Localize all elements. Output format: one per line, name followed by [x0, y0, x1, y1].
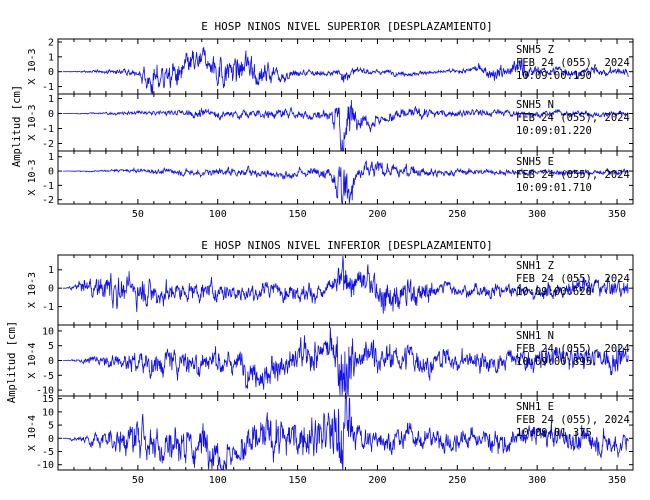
station-label: SNH1 N: [516, 330, 554, 342]
x-tick-label: 250: [448, 475, 466, 486]
top-panel-ylabel: Amplitud [cm]: [11, 85, 23, 167]
x-tick-label: 100: [209, 209, 227, 220]
y-tick-label: 1: [48, 52, 54, 63]
y-tick-label: -5: [42, 371, 54, 382]
y-tick-label: -2: [42, 139, 54, 150]
time-label: 10:09:01.375: [516, 427, 592, 439]
date-label: FEB 24 (055), 2024: [516, 57, 630, 69]
date-label: FEB 24 (055), 2024: [516, 414, 630, 426]
y-tick-label: 2: [48, 37, 54, 48]
y-tick-label: 5: [48, 421, 54, 432]
x-tick-label: 350: [608, 209, 626, 220]
date-label: FEB 24 (055), 2024: [516, 273, 630, 285]
y-scale-label: X 10-3: [27, 48, 38, 84]
x-tick-label: 350: [608, 475, 626, 486]
y-tick-label: 1: [48, 152, 54, 163]
y-tick-label: -10: [36, 460, 54, 471]
y-tick-label: 1: [48, 94, 54, 105]
y-tick-label: -5: [42, 447, 54, 458]
date-label: FEB 24 (055), 2024: [516, 343, 630, 355]
y-scale-label: X 10-4: [27, 342, 38, 378]
y-tick-label: 0: [48, 167, 54, 178]
y-tick-label: -1: [42, 181, 54, 192]
y-tick-label: 15: [42, 394, 54, 405]
y-tick-label: -2: [42, 195, 54, 206]
y-scale-label: X 10-3: [27, 272, 38, 308]
time-label: 10:09:00.190: [516, 70, 592, 82]
time-label: 10:09:01.220: [516, 125, 592, 137]
x-tick-label: 150: [289, 209, 307, 220]
time-label: 10:09:00.620: [516, 286, 592, 298]
bottom-panel-title: E HOSP NINOS NIVEL INFERIOR [DESPLAZAMIE…: [201, 239, 492, 252]
y-tick-label: -1: [42, 302, 54, 313]
y-scale-label: X 10-3: [27, 159, 38, 195]
y-tick-label: 10: [42, 407, 54, 418]
x-tick-label: 150: [289, 475, 307, 486]
y-tick-label: 0: [48, 67, 54, 78]
y-scale-label: X 10-4: [27, 415, 38, 451]
x-tick-label: 250: [448, 209, 466, 220]
waveform-line: [62, 255, 629, 314]
waveform-line: [62, 327, 629, 396]
waveform-line: [62, 46, 629, 94]
y-tick-label: 0: [48, 109, 54, 120]
date-label: FEB 24 (055), 2024: [516, 112, 630, 124]
y-tick-label: 1: [48, 265, 54, 276]
bottom-panel-ylabel: Amplitud [cm]: [6, 321, 18, 403]
x-tick-label: 200: [368, 475, 386, 486]
waveform-line: [62, 99, 629, 151]
x-tick-label: 300: [528, 475, 546, 486]
y-tick-label: -10: [36, 386, 54, 397]
y-tick-label: 5: [48, 341, 54, 352]
station-label: SNH5 E: [516, 156, 554, 168]
y-tick-label: -1: [42, 82, 54, 93]
date-label: FEB 24 (055), 2024: [516, 169, 630, 181]
y-tick-label: 0: [48, 284, 54, 295]
x-tick-label: 100: [209, 475, 227, 486]
station-label: SNH5 Z: [516, 44, 554, 56]
y-scale-label: X 10-3: [27, 104, 38, 140]
y-tick-label: -1: [42, 124, 54, 135]
top-panel-title: E HOSP NINOS NIVEL SUPERIOR [DESPLAZAMIE…: [201, 20, 492, 33]
y-tick-label: 10: [42, 326, 54, 337]
x-tick-label: 300: [528, 209, 546, 220]
station-label: SNH1 E: [516, 401, 554, 413]
time-label: 10:09:00.895: [516, 356, 592, 368]
waveform-line: [62, 160, 629, 204]
waveform-line: [62, 396, 629, 470]
x-tick-label: 50: [132, 475, 144, 486]
x-tick-label: 50: [132, 209, 144, 220]
y-tick-label: 0: [48, 356, 54, 367]
time-label: 10:09:01.710: [516, 182, 592, 194]
x-tick-label: 200: [368, 209, 386, 220]
y-tick-label: 0: [48, 434, 54, 445]
station-label: SNH5 N: [516, 99, 554, 111]
station-label: SNH1 Z: [516, 260, 554, 272]
